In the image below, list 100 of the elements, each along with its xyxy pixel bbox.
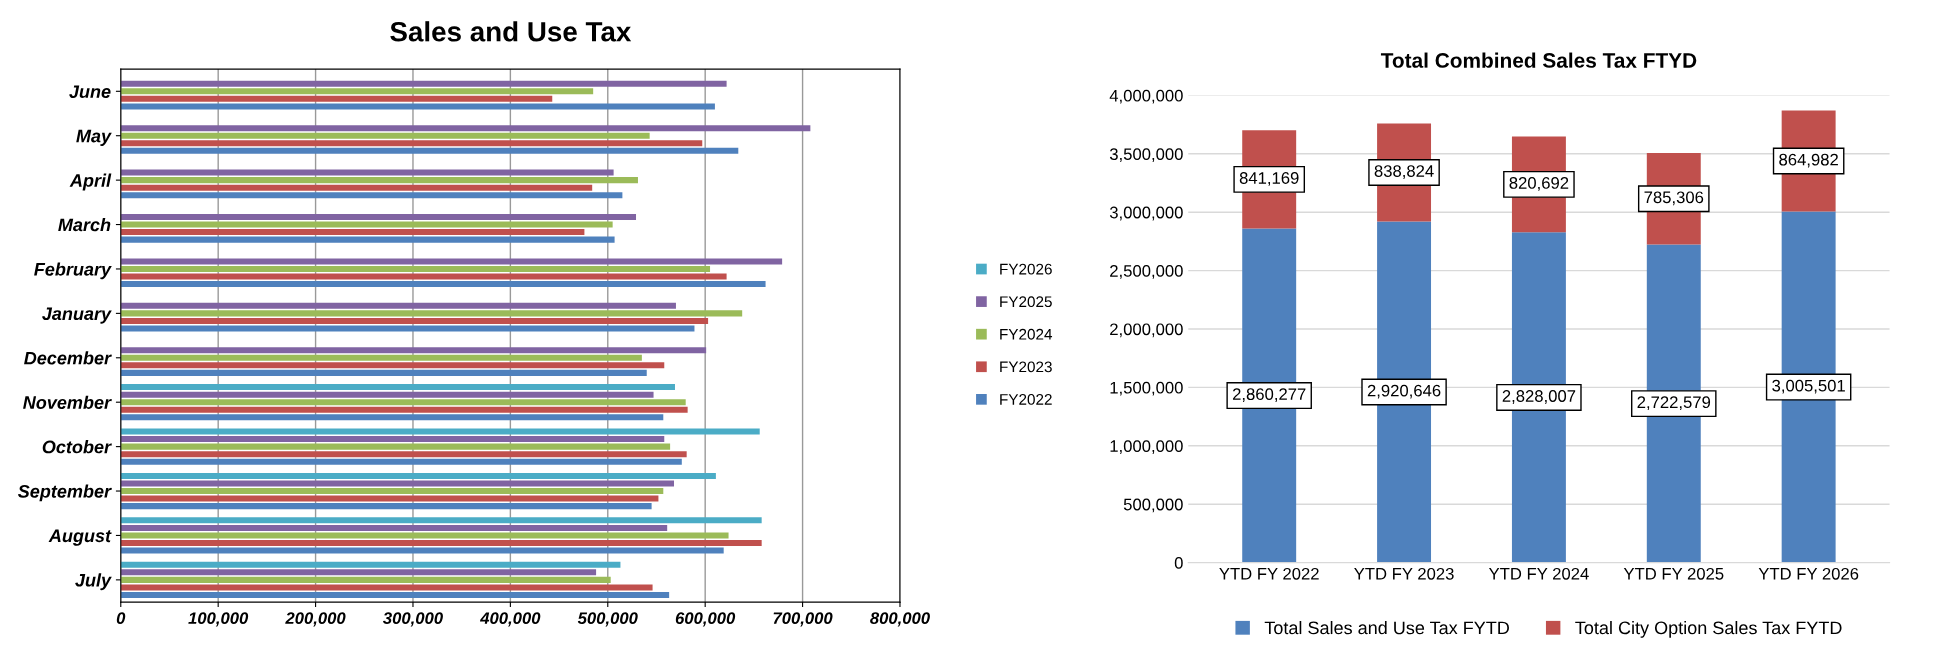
x-tick-label: 700,000 [773,612,833,627]
bar [120,147,739,154]
x-tick-label: 100,000 [188,612,249,627]
bar [120,524,668,531]
y-tick-label: December [24,351,112,365]
bar [120,584,653,591]
y-tick-label: 2,000,000 [1110,323,1183,338]
bar [120,103,715,110]
bar [120,517,762,524]
x-tick-label: YTD FY 2023 [1354,567,1454,580]
y-tick-label: April [69,173,112,191]
data-label: 2,860,277 [1232,388,1306,402]
legend-label: FY2023 [1000,361,1052,373]
y-tick-label: 1,000,000 [1110,440,1183,454]
bar [120,369,647,376]
bar [120,354,642,361]
bar [120,302,676,309]
x-tick-label: 600,000 [675,612,736,627]
y-tick-label: January [42,307,112,324]
bar [120,428,760,435]
bar [120,169,614,176]
legend-label: Total City Option Sales Tax FYTD [1575,620,1842,638]
bar [120,125,811,132]
bar [120,177,638,184]
y-tick-label: 1,500,000 [1110,381,1183,396]
data-label: 2,722,579 [1637,396,1711,411]
x-tick-label: YTD FY 2025 [1623,567,1724,580]
y-tick-label: February [34,262,112,280]
bar [120,265,711,272]
x-tick-label: YTD FY 2024 [1488,567,1589,580]
bar [120,88,594,95]
chart-title: Sales and Use Tax [390,21,632,42]
bar [120,325,695,332]
x-tick-label: 500,000 [577,612,638,627]
y-tick-label: November [23,395,112,409]
x-tick-label: 400,000 [479,612,541,627]
y-tick-label: June [69,85,111,99]
y-tick-label: 2,500,000 [1110,265,1183,279]
y-tick-label: 0 [1174,556,1183,569]
x-tick-label: 0 [116,612,126,625]
y-tick-label: 500,000 [1123,498,1183,513]
bar [120,561,621,568]
data-label: 841,169 [1239,172,1299,186]
bar [120,229,585,236]
legend-label: FY2026 [1000,263,1052,275]
x-tick-label: 200,000 [285,612,346,627]
bar [120,480,675,487]
y-tick-label: 3,000,000 [1109,206,1183,221]
y-tick-label: July [75,573,112,591]
y-tick-label: August [48,529,112,546]
data-label: 3,005,501 [1772,379,1845,394]
bar [120,406,688,413]
data-label: 820,692 [1509,177,1569,191]
bar [120,472,716,479]
y-tick-label: 4,000,000 [1109,89,1183,104]
bar [120,399,686,406]
bar [120,347,707,354]
legend-label: FY2022 [1000,394,1052,405]
bar [120,576,611,583]
bar [120,532,729,539]
bar [120,569,597,576]
y-tick-label: October [42,440,112,454]
bar [120,192,623,199]
bar [120,451,687,458]
bar [120,258,783,265]
legend-label: Total Sales and Use Tax FYTD [1264,620,1509,635]
bar [120,591,670,598]
data-label: 2,828,007 [1502,390,1576,404]
bar [120,436,665,443]
x-tick-label: 800,000 [870,612,930,627]
bar [120,384,675,391]
bar [120,273,727,280]
bar [120,362,665,369]
bar [120,140,703,147]
data-label: 2,920,646 [1367,384,1441,399]
bar [120,184,593,191]
data-label: 785,306 [1644,191,1704,206]
bar [120,495,659,502]
bar [120,221,613,228]
bar [120,488,664,495]
y-tick-label: 3,500,000 [1109,148,1183,162]
bar [120,236,615,243]
x-tick-label: YTD FY 2026 [1758,567,1859,580]
data-label: 838,824 [1374,165,1434,179]
y-tick-label: May [76,129,112,146]
bar [120,213,637,221]
y-tick-label: March [58,218,111,232]
y-tick-label: September [17,484,112,502]
bar [120,503,652,510]
legend-label: FY2024 [1000,328,1053,340]
x-tick-label: 300,000 [382,612,443,627]
chart-title: Total Combined Sales Tax FTYD [1380,52,1697,68]
bar [120,443,671,450]
bar [120,281,766,288]
bar [120,310,743,317]
bar [120,391,654,398]
data-label: 864,982 [1779,153,1838,168]
bar [120,80,727,87]
bar [120,539,762,547]
bar [120,414,664,421]
